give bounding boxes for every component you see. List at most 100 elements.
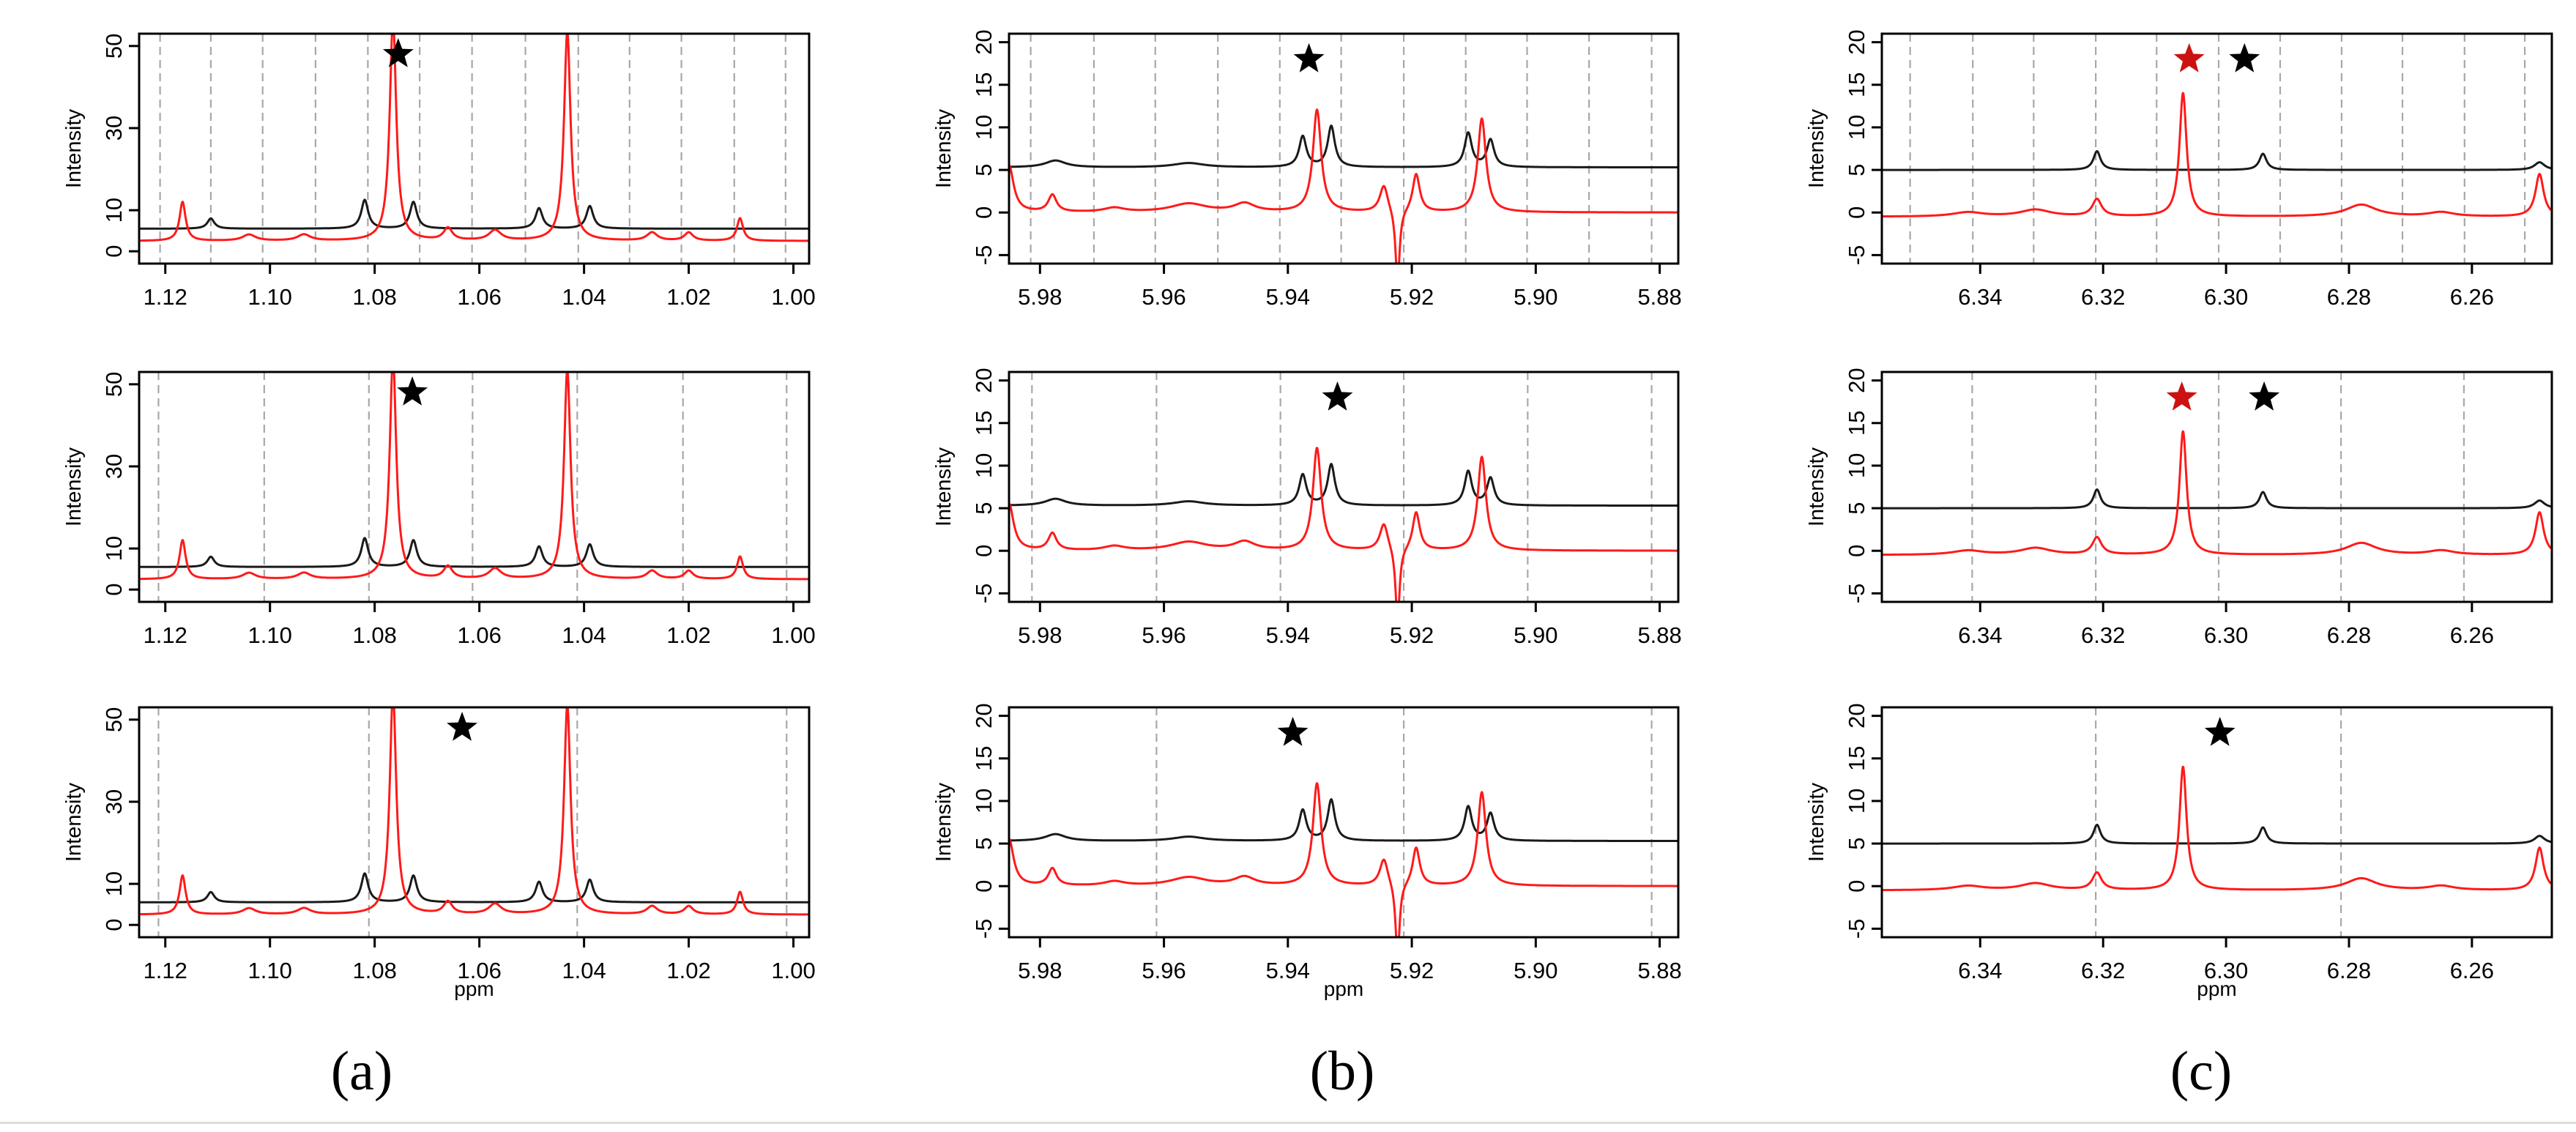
panel-a1-x-tick-label: 1.02 <box>666 284 710 310</box>
panel-b2-x-tick-label: 5.90 <box>1514 622 1557 648</box>
panel-a3-traces <box>139 707 809 916</box>
panel-b3-y-tick-label: -5 <box>971 919 997 939</box>
panel-c1-y-axis-label: Intensity <box>1805 109 1828 188</box>
panel-a3-y-axis-label: Intensity <box>62 783 86 862</box>
panel-c2-y-tick-label: 20 <box>1844 368 1869 392</box>
panel-c1-reference-trace <box>1882 150 2552 171</box>
panel-c2-y-tick-label: -5 <box>1844 584 1869 604</box>
panel-b3-x-tick-label: 5.94 <box>1266 958 1310 983</box>
panel-b3-sample-trace <box>1009 782 1678 937</box>
panel-b1-y-tick-label: 15 <box>971 72 997 97</box>
panel-b3: 5.98 5.96 5.94 5.92 5.90 5.88 -5 0 5 10 15 20 Intens… <box>932 703 1682 1000</box>
panel-a1-frame <box>138 32 811 265</box>
panel-c1-traces <box>1882 92 2552 218</box>
panel-c1-y-tick-label: 0 <box>1844 206 1869 219</box>
panel-a1-star-marker <box>382 38 414 67</box>
panel-c2-x-tick-label: 6.32 <box>2081 622 2125 648</box>
panel-b1-y-tick-label: 0 <box>971 206 997 219</box>
panel-c3-x-tick-label: 6.28 <box>2327 958 2371 983</box>
panel-a2-x-tick-label: 1.12 <box>144 622 187 648</box>
panel-c2-x-tick-label: 6.28 <box>2327 622 2371 648</box>
panel-a1-x-tick-label: 1.04 <box>562 284 606 310</box>
panel-c1-y-tick-label: -5 <box>1844 245 1869 266</box>
panel-a3-x-tick-label: 1.12 <box>144 958 187 983</box>
panel-a2-x-tick-label: 1.10 <box>248 622 292 648</box>
panel-c3-x-tick-label: 6.32 <box>2081 958 2125 983</box>
panel-b2-x-tick-label: 5.94 <box>1266 622 1310 648</box>
panel-b1-y-tick-label: -5 <box>971 245 997 266</box>
panel-a2-x-tick-label: 1.08 <box>353 622 397 648</box>
panel-c3-star-marker <box>2204 716 2236 746</box>
panel-b2-y-tick-label: 5 <box>971 502 997 514</box>
panel-c3-sample-trace <box>1882 765 2552 892</box>
panel-b2-x-tick-label: 5.88 <box>1637 622 1681 648</box>
panel-a2-x-tick-label: 1.00 <box>771 622 815 648</box>
panel-c3-reference-trace <box>1882 824 2552 845</box>
panel-b1-x-tick-label: 5.92 <box>1390 284 1434 310</box>
panel-c2-y-tick-label: 5 <box>1844 502 1869 514</box>
panel-b1: 5.98 5.96 5.94 5.92 5.90 5.88 -5 0 5 10 15 20 Intens… <box>932 29 1682 310</box>
panel-c2-y-tick-label: 0 <box>1844 545 1869 557</box>
panel-a1-y-axis-label: Intensity <box>62 109 86 188</box>
panel-label-a: (a) <box>330 1040 393 1102</box>
panel-a1-reference-trace <box>139 198 809 230</box>
panel-b1-x-tick-label: 5.98 <box>1018 284 1062 310</box>
panel-b1-y-axis-label: Intensity <box>932 109 956 188</box>
panel-b2-star-marker <box>1322 381 1353 411</box>
panel-c1-y-tick-label: 5 <box>1844 163 1869 176</box>
panel-c1-x-tick-label: 6.26 <box>2450 284 2494 310</box>
panel-a1-x-tick-label: 1.08 <box>353 284 397 310</box>
panel-c2: 6.34 6.32 6.30 6.28 6.26 -5 0 5 10 15 20 Intensity <box>1805 368 2553 648</box>
panel-b2-y-tick-label: 10 <box>971 453 997 478</box>
panel-c2-star-marker <box>2249 381 2280 411</box>
panel-b2-y-axis-label: Intensity <box>932 447 956 526</box>
panel-b1-x-tick-label: 5.96 <box>1142 284 1185 310</box>
panel-a2-y-axis-label: Intensity <box>62 447 86 526</box>
panel-b2-frame <box>1008 370 1680 603</box>
panel-b2: 5.98 5.96 5.94 5.92 5.90 5.88 -5 0 5 10 15 20 Intens… <box>932 368 1682 648</box>
panel-a3-y-tick-label: 10 <box>101 871 127 896</box>
panel-b2-x-tick-label: 5.92 <box>1390 622 1434 648</box>
panel-c1-frame <box>1880 32 2553 265</box>
panel-a3-x-tick-label: 1.00 <box>771 958 815 983</box>
panel-b1-y-tick-label: 10 <box>971 115 997 140</box>
panel-a3-x-tick-label: 1.04 <box>562 958 606 983</box>
panel-b1-reference-trace <box>1009 124 1678 168</box>
panel-c2-x-tick-label: 6.26 <box>2450 622 2494 648</box>
panel-b3-y-tick-label: 0 <box>971 880 997 893</box>
panel-a3-sample-trace <box>139 707 809 916</box>
panel-a1-y-tick-label: 0 <box>101 245 127 258</box>
panel-b3-x-tick-label: 5.92 <box>1390 958 1434 983</box>
panel-c3-frame <box>1880 706 2553 939</box>
panel-c2-x-tick-label: 6.30 <box>2204 622 2248 648</box>
panel-c1-x-tick-label: 6.30 <box>2204 284 2248 310</box>
panel-c3: 6.34 6.32 6.30 6.28 6.26 -5 0 5 10 15 20 Intensity p… <box>1805 703 2553 1000</box>
panel-label-c: (c) <box>2170 1040 2233 1102</box>
panel-c2-reference-trace <box>1882 488 2552 510</box>
panel-c2-y-axis-label: Intensity <box>1805 447 1828 526</box>
panel-a2-traces <box>139 372 809 581</box>
panel-c1: 6.34 6.32 6.30 6.28 6.26 -5 0 5 10 15 20 Intensity <box>1805 29 2553 310</box>
panel-b2-x-tick-label: 5.98 <box>1018 622 1062 648</box>
panel-b3-frame <box>1008 706 1680 939</box>
panel-b2-y-tick-label: 15 <box>971 411 997 436</box>
panel-b2-x-tick-label: 5.96 <box>1142 622 1185 648</box>
panel-c3-y-tick-label: -5 <box>1844 919 1869 939</box>
panel-a2-y-tick-label: 0 <box>101 584 127 596</box>
panel-a2-reference-trace <box>139 537 809 568</box>
panel-a2-x-tick-label: 1.02 <box>666 622 710 648</box>
panel-a3-y-tick-label: 50 <box>101 707 127 732</box>
panel-b3-y-axis-label: Intensity <box>932 783 956 862</box>
panel-c3-y-tick-label: 15 <box>1844 746 1869 771</box>
panel-c3-x-tick-label: 6.30 <box>2204 958 2248 983</box>
panel-c2-traces <box>1882 430 2552 556</box>
panel-a2-frame <box>138 370 811 603</box>
panel-b1-y-tick-label: 20 <box>971 29 997 54</box>
panel-b3-x-tick-label: 5.98 <box>1018 958 1062 983</box>
panel-c1-x-tick-label: 6.34 <box>1958 284 2002 310</box>
panel-label-b: (b) <box>1309 1040 1375 1102</box>
panel-a2-x-tick-label: 1.04 <box>562 622 606 648</box>
panel-a1-y-tick-label: 10 <box>101 198 127 223</box>
